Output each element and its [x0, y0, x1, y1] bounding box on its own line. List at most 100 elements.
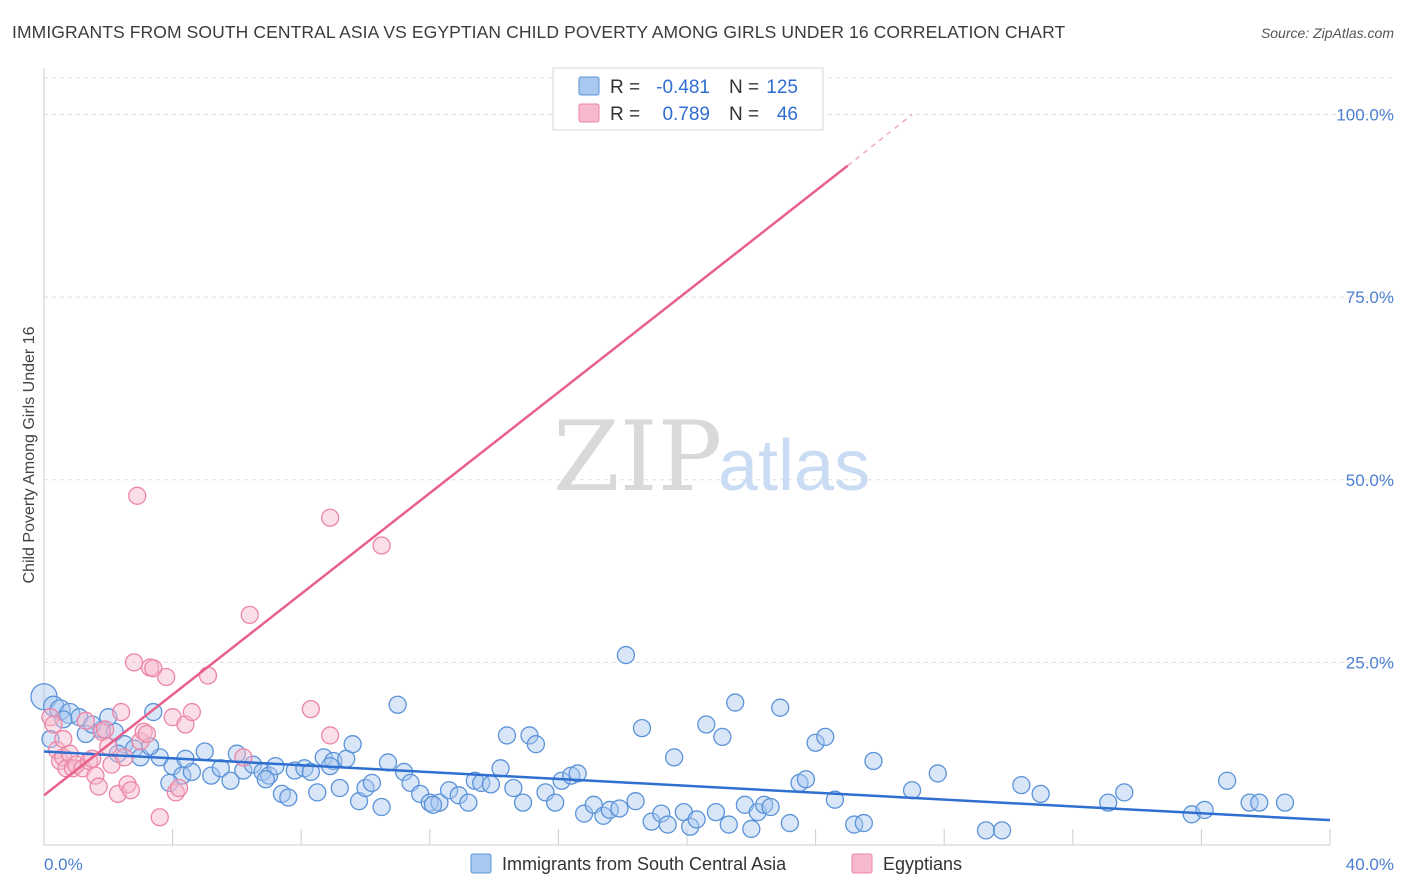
data-point-immigrants [902, 781, 922, 800]
data-point-egyptians [44, 715, 63, 734]
data-point-immigrants [664, 748, 684, 767]
data-point-egyptians [320, 508, 340, 527]
data-point-immigrants [652, 804, 671, 823]
data-point-immigrants [301, 762, 320, 782]
legend-swatch-pink [578, 103, 600, 123]
series-legend-swatch-pink [851, 853, 873, 874]
data-point-egyptians [157, 667, 176, 687]
data-point-immigrants [388, 695, 407, 714]
series-legend-label-2: Egyptians [883, 854, 962, 874]
data-point-immigrants [632, 718, 652, 738]
data-point-immigrants [497, 726, 517, 745]
data-point-immigrants [864, 751, 883, 771]
data-point-immigrants [221, 771, 240, 790]
data-point-immigrants [491, 759, 510, 778]
data-point-immigrants [202, 766, 221, 785]
data-point-immigrants [687, 810, 706, 829]
data-point-immigrants [726, 693, 745, 712]
data-point-immigrants [1240, 793, 1259, 812]
data-point-egyptians [137, 724, 157, 744]
data-point-immigrants [423, 795, 443, 814]
data-point-egyptians [169, 778, 189, 798]
data-point-immigrants [719, 815, 738, 834]
data-point-immigrants [160, 773, 179, 793]
x-tick-label: 40.0% [1346, 855, 1394, 874]
data-point-immigrants [713, 727, 732, 747]
data-point-immigrants [243, 755, 263, 774]
data-point-immigrants [459, 793, 478, 812]
data-point-egyptians [320, 726, 340, 745]
data-point-immigrants [41, 729, 60, 749]
trend-line-egyptians-extension [847, 113, 913, 167]
data-point-immigrants [816, 727, 835, 747]
legend-n-value-2: 46 [777, 104, 798, 125]
data-point-immigrants [928, 764, 947, 783]
chart-title: IMMIGRANTS FROM SOUTH CENTRAL ASIA VS EG… [12, 22, 1066, 42]
data-point-immigrants [616, 645, 636, 665]
legend-r-label-2: R = [610, 104, 640, 125]
data-point-immigrants [420, 793, 439, 812]
data-point-immigrants [658, 815, 677, 834]
watermark: ZIP atlas [553, 401, 870, 513]
data-point-egyptians [198, 666, 218, 685]
trend-line-egyptians [43, 164, 849, 797]
data-point-egyptians [112, 702, 131, 722]
data-point-immigrants [1115, 783, 1134, 802]
data-point-egyptians [128, 486, 147, 505]
watermark-zip: ZIP [553, 401, 722, 513]
data-point-egyptians [182, 702, 202, 722]
data-point-immigrants [362, 773, 382, 793]
y-tick-label: 25.0% [1346, 653, 1394, 672]
data-point-immigrants [742, 819, 761, 839]
chart-source: Source: ZipAtlas.com [1260, 25, 1394, 41]
data-point-immigrants [806, 733, 825, 752]
data-point-immigrants [504, 778, 523, 798]
data-point-immigrants [546, 793, 565, 812]
data-point-egyptians [134, 722, 153, 741]
series-immigrants-points [30, 645, 1295, 840]
trend-lines [43, 113, 1331, 822]
data-point-immigrants [761, 797, 780, 817]
legend-r-value-2: 0.789 [662, 104, 710, 125]
data-point-egyptians [54, 729, 73, 749]
data-point-immigrants [854, 813, 873, 833]
correlation-legend: R = -0.481 N = 125 R = 0.789 N = 46 [552, 67, 824, 131]
data-point-immigrants [256, 770, 275, 789]
watermark-atlas: atlas [718, 426, 870, 506]
data-point-immigrants [1217, 771, 1237, 790]
data-point-immigrants [330, 778, 349, 798]
data-point-egyptians [124, 653, 144, 672]
series-legend: Immigrants from South Central Asia Egypt… [470, 853, 962, 874]
data-point-immigrants [825, 790, 845, 809]
data-point-egyptians [95, 720, 115, 739]
data-point-immigrants [439, 781, 459, 800]
data-point-immigrants [976, 821, 996, 840]
data-point-immigrants [526, 735, 546, 754]
data-point-egyptians [240, 605, 259, 625]
data-point-immigrants [308, 783, 327, 802]
data-point-immigrants [568, 764, 587, 783]
axes [43, 68, 1331, 846]
data-point-immigrants [195, 742, 214, 761]
data-point-egyptians [372, 536, 391, 555]
data-point-immigrants [1195, 800, 1214, 820]
data-point-egyptians [150, 808, 169, 827]
data-point-immigrants [513, 793, 533, 812]
data-point-immigrants [372, 797, 391, 817]
data-point-immigrants [697, 715, 716, 734]
trend-line-immigrants [43, 750, 1331, 822]
y-tick-label: 50.0% [1346, 471, 1394, 490]
data-point-immigrants [992, 821, 1012, 840]
data-point-immigrants [481, 775, 501, 794]
series-legend-swatch-blue [470, 853, 492, 874]
data-point-immigrants [1031, 784, 1050, 804]
y-tick-label: 100.0% [1336, 106, 1394, 125]
data-point-immigrants [681, 817, 700, 836]
data-point-immigrants [610, 799, 629, 818]
data-point-immigrants [771, 698, 790, 717]
data-point-egyptians [89, 777, 108, 796]
legend-r-label-1: R = [610, 77, 640, 98]
data-point-immigrants [1250, 793, 1269, 812]
x-tick-label: 0.0% [44, 855, 83, 874]
